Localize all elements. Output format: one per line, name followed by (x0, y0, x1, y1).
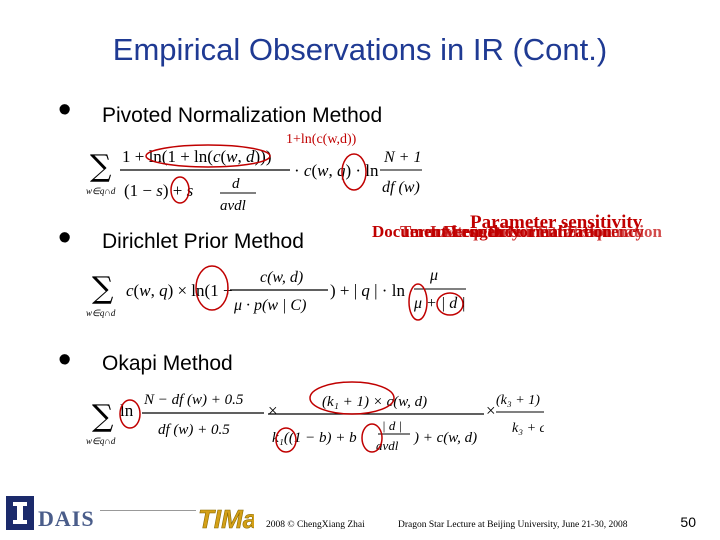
bullet-dirichlet-prior: Dirichlet Prior Method (102, 230, 304, 253)
bullet-dot: • (58, 339, 72, 381)
svg-text:w∈q∩d: w∈q∩d (86, 186, 116, 196)
svg-text:) + | q | · ln: ) + | q | · ln (330, 281, 405, 300)
annotation-inverse-document-frequency: Inverse Document Frequency (430, 222, 645, 241)
dais-lab-caption (100, 510, 196, 530)
svg-text:×: × (268, 401, 278, 420)
svg-text:| d |: | d | (382, 418, 402, 433)
okapi-formula: ∑ w∈q∩d ln N − df (w) + 0.5 df (w) + 0.5… (86, 381, 544, 453)
svg-text:df (w): df (w) (382, 179, 420, 196)
bullet-pivoted-normalization: Pivoted Normalization Method (102, 104, 383, 127)
svg-text:avdl: avdl (376, 438, 399, 453)
svg-text:avdl: avdl (220, 198, 246, 214)
svg-text:(k₃ + 1) × c(w, q): (k₃ + 1) × c(w, q) (496, 393, 544, 408)
annotation-term-frequency: Term Frequency (400, 222, 521, 241)
svg-text:N + 1: N + 1 (383, 149, 421, 166)
footer-lecture: Dragon Star Lecture at Beijing Universit… (398, 520, 628, 530)
page-number: 50 (680, 514, 696, 530)
svg-text:∑: ∑ (92, 271, 114, 306)
svg-text:· c(w, q) · ln: · c(w, q) · ln (294, 161, 379, 180)
svg-text:w∈q∩d: w∈q∩d (86, 436, 116, 446)
bullet-dot: • (58, 89, 72, 131)
svg-text:N − df (w) + 0.5: N − df (w) + 0.5 (143, 392, 244, 408)
annotation-document-length-normalization: Document Length Normalization (372, 222, 612, 241)
svg-text:TIMan: TIMan (198, 504, 254, 534)
svg-text:(1 − s) + s: (1 − s) + s (124, 181, 194, 200)
svg-text:ln: ln (120, 401, 134, 420)
svg-text:μ · p(w | C): μ · p(w | C) (233, 297, 306, 314)
svg-text:d: d (232, 176, 240, 192)
svg-text:c(w, d): c(w, d) (260, 269, 303, 286)
svg-text:μ: μ (429, 267, 438, 284)
timan-logo-icon: TIMan (198, 504, 254, 535)
annotation-alternative-tf: Alternative TF transformation (440, 222, 662, 241)
svg-text:1 + ln(1 + ln(c(w, d))): 1 + ln(1 + ln(c(w, d))) (122, 147, 272, 166)
tf-transformation-label: 1+ln(c(w,d)) (286, 132, 357, 147)
svg-text:∑: ∑ (90, 149, 112, 184)
dirichlet-prior-formula: ∑ w∈q∩d c(w, q) × ln(1 + c(w, d) μ · p(w… (86, 265, 466, 321)
pivoted-normalization-formula: ∑ w∈q∩d 1 + ln(1 + ln(c(w, d))) (1 − s) … (86, 144, 422, 214)
svg-text:c(w, q) × ln(1 +: c(w, q) × ln(1 + (126, 281, 233, 300)
svg-text:∑: ∑ (92, 399, 114, 434)
svg-text:) + c(w, d): ) + c(w, d) (413, 430, 477, 446)
dais-logo-wordmark: DAIS (38, 506, 95, 531)
svg-text:k₃ + c(w, q): k₃ + c(w, q) (512, 421, 544, 436)
svg-text:k₁((1 − b) + b: k₁((1 − b) + b (272, 430, 357, 446)
slide-title: Empirical Observations in IR (Cont.) (112, 32, 608, 67)
bullet-dot: • (58, 217, 72, 259)
svg-text:w∈q∩d: w∈q∩d (86, 308, 116, 318)
annotation-parameter-sensitivity: Parameter sensitivity (470, 212, 643, 233)
svg-text:(k₁ + 1) × c(w, d): (k₁ + 1) × c(w, d) (322, 394, 427, 410)
footer-copyright: 2008 © ChengXiang Zhai (266, 520, 365, 530)
dais-logo-icon (6, 496, 34, 530)
svg-text:df (w) + 0.5: df (w) + 0.5 (158, 422, 230, 438)
bullet-okapi: Okapi Method (102, 352, 233, 375)
svg-text:×: × (486, 401, 496, 420)
